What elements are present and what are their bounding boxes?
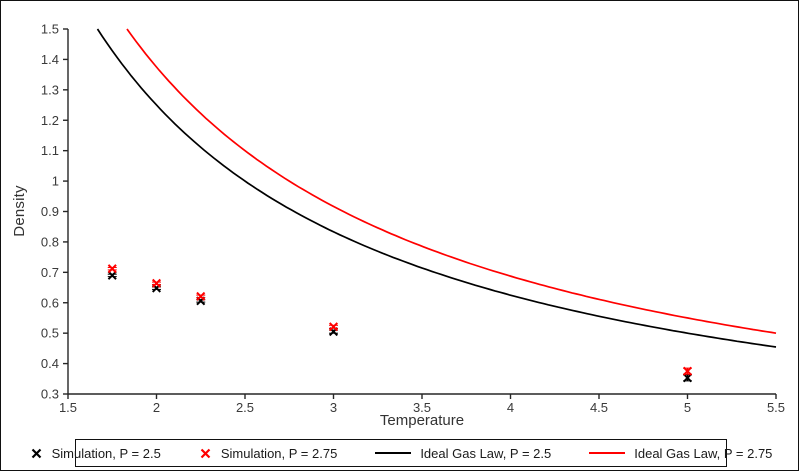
legend-item-ideal-gas-p2-5: Ideal Gas Law, P = 2.5 xyxy=(375,446,551,461)
y-tick-label: 0.4 xyxy=(41,356,59,371)
x-marker xyxy=(682,366,693,376)
legend-item-ideal-gas-p2-75: Ideal Gas Law, P = 2.75 xyxy=(589,446,772,461)
y-tick-label: 0.9 xyxy=(41,204,59,219)
x-marker xyxy=(196,291,206,301)
x-tick-label: 5.5 xyxy=(767,400,785,415)
y-tick-label: 0.3 xyxy=(41,387,59,402)
x-tick-label: 2.5 xyxy=(236,400,254,415)
x-marker xyxy=(107,270,117,280)
x-marker xyxy=(328,322,339,332)
legend-item-simulation-p2-5: Simulation, P = 2.5 xyxy=(30,446,161,461)
y-axis: 0.3 0.4 0.5 0.6 0.7 0.8 0.9 1 1.1 1.2 1.3 1.4 1.5 xyxy=(41,22,69,402)
x-marker-icon xyxy=(31,448,41,458)
y-tick-label: 0.8 xyxy=(41,234,59,249)
y-tick-label: 1.3 xyxy=(41,82,59,97)
x-axis-title: Temperature xyxy=(379,412,465,429)
y-tick-label: 1.2 xyxy=(41,113,59,128)
legend-label: Simulation, P = 2.75 xyxy=(220,445,338,461)
y-tick-label: 0.5 xyxy=(41,326,59,341)
legend-item-simulation-p2-75: Simulation, P = 2.75 xyxy=(199,446,337,461)
y-tick-label: 1 xyxy=(52,174,59,189)
curve-ideal-gas-law-p-2-75 xyxy=(126,28,777,335)
y-axis-title: Density xyxy=(11,185,28,237)
x-marker xyxy=(682,373,693,383)
legend-label: Simulation, P = 2.5 xyxy=(51,445,161,461)
series-simulation-p-2-75 xyxy=(107,264,693,376)
curve-ideal-gas-law-p-2-5 xyxy=(96,28,777,348)
x-tick-label: 4 xyxy=(507,400,514,415)
y-tick-label: 1.4 xyxy=(41,52,59,67)
y-tick-label: 1.5 xyxy=(41,22,59,37)
y-tick-label: 0.7 xyxy=(41,265,59,280)
x-tick-label: 4.5 xyxy=(590,400,608,415)
legend-label: Ideal Gas Law, P = 2.5 xyxy=(420,445,552,461)
series-simulation-p-2-5 xyxy=(107,270,693,383)
x-marker-icon xyxy=(200,448,211,458)
x-tick-label: 1.5 xyxy=(59,400,77,415)
x-tick-label: 3.5 xyxy=(413,400,431,415)
x-tick-label: 3 xyxy=(330,400,337,415)
legend: Simulation, P = 2.5 Simulation, P = 2.75… xyxy=(31,439,772,467)
line-marker-icon xyxy=(589,452,626,454)
y-tick-label: 1.1 xyxy=(41,143,59,158)
y-tick-label: 0.6 xyxy=(41,295,59,310)
x-tick-label: 2 xyxy=(153,400,160,415)
line-marker-icon xyxy=(375,452,412,454)
x-axis: 1.5 2 2.5 3 3.5 4 4.5 5 5.5 xyxy=(59,393,785,415)
x-tick-label: 5 xyxy=(684,400,691,415)
legend-label: Ideal Gas Law, P = 2.75 xyxy=(634,445,773,461)
x-marker xyxy=(151,278,162,288)
x-marker xyxy=(107,264,117,274)
